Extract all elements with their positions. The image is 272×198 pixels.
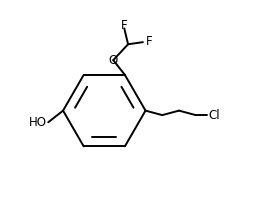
Text: Cl: Cl xyxy=(208,109,220,122)
Text: F: F xyxy=(146,35,152,48)
Text: HO: HO xyxy=(29,116,47,129)
Text: F: F xyxy=(121,19,128,32)
Text: O: O xyxy=(109,54,118,67)
